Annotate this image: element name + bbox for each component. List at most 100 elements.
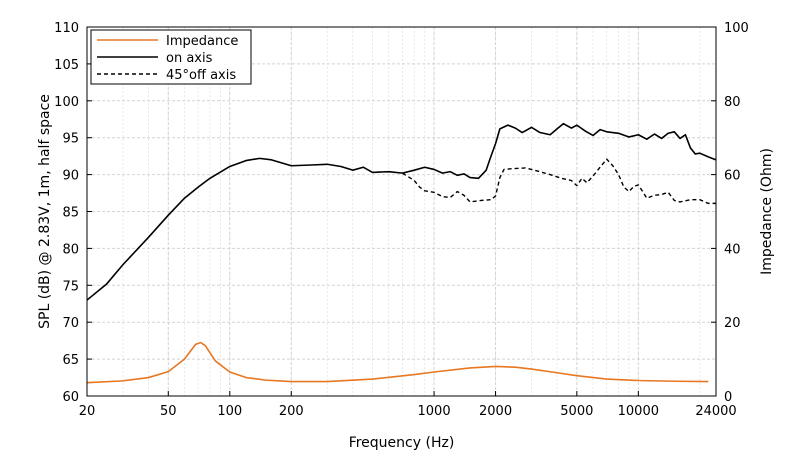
data-point-45-off-axis xyxy=(442,196,443,197)
x-tick-label: 50 xyxy=(160,404,177,419)
data-point-on-axis xyxy=(291,165,292,166)
data-point-45-off-axis xyxy=(654,195,655,196)
data-point-on-axis xyxy=(271,159,272,160)
data-point-on-axis xyxy=(363,167,364,168)
data-point-on-axis xyxy=(372,172,373,173)
data-point-45-off-axis xyxy=(457,191,458,192)
data-point-on-axis xyxy=(556,128,557,129)
data-point-on-axis xyxy=(695,153,696,154)
data-point-impedance xyxy=(495,366,496,367)
data-point-on-axis xyxy=(674,131,675,132)
data-point-on-axis xyxy=(668,133,669,134)
data-point-on-axis xyxy=(606,131,607,132)
data-point-on-axis xyxy=(522,132,523,133)
data-point-on-axis xyxy=(184,198,185,199)
data-point-impedance xyxy=(414,374,415,375)
x-tick-label: 20 xyxy=(79,404,96,419)
data-point-45-off-axis xyxy=(623,187,624,188)
data-point-45-off-axis xyxy=(561,178,562,179)
y-left-tick-label: 80 xyxy=(62,242,79,257)
data-point-on-axis xyxy=(550,134,551,135)
data-point-45-off-axis xyxy=(450,197,451,198)
data-point-on-axis xyxy=(327,164,328,165)
data-point-45-off-axis xyxy=(469,201,470,202)
data-point-45-off-axis xyxy=(550,174,551,175)
data-point-45-off-axis xyxy=(661,194,662,195)
data-point-45-off-axis xyxy=(490,199,491,200)
y-left-tick-label: 105 xyxy=(54,58,79,73)
data-point-on-axis xyxy=(229,166,230,167)
data-point-on-axis xyxy=(122,264,123,265)
data-point-on-axis xyxy=(563,123,564,124)
y-right-tick-label: 0 xyxy=(724,390,732,405)
y-right-tick-label: 80 xyxy=(724,95,741,110)
data-point-on-axis xyxy=(424,167,425,168)
data-point-on-axis xyxy=(414,170,415,171)
data-point-45-off-axis xyxy=(699,199,700,200)
x-axis-title: Frequency (Hz) xyxy=(349,435,455,451)
y-left-tick-label: 70 xyxy=(62,316,79,331)
data-point-impedance xyxy=(291,381,292,382)
data-point-45-off-axis xyxy=(499,177,500,178)
data-point-on-axis xyxy=(661,138,662,139)
data-point-on-axis xyxy=(515,128,516,129)
data-point-45-off-axis xyxy=(537,170,538,171)
data-point-45-off-axis xyxy=(638,184,639,185)
data-point-on-axis xyxy=(245,160,246,161)
data-point-on-axis xyxy=(699,153,700,154)
data-point-45-off-axis xyxy=(581,178,582,179)
x-tick-label: 24000 xyxy=(695,404,736,419)
data-point-45-off-axis xyxy=(708,203,709,204)
data-point-impedance xyxy=(195,344,196,345)
data-point-45-off-axis xyxy=(463,195,464,196)
series-line-on-axis xyxy=(86,122,717,301)
y-left-tick-label: 75 xyxy=(62,279,79,294)
data-point-45-off-axis xyxy=(646,198,647,199)
data-point-on-axis xyxy=(209,178,210,179)
data-point-on-axis xyxy=(531,127,532,128)
data-point-45-off-axis xyxy=(495,195,496,196)
data-point-impedance xyxy=(229,371,230,372)
data-point-impedance xyxy=(372,378,373,379)
data-point-45-off-axis xyxy=(628,191,629,192)
data-point-on-axis xyxy=(442,173,443,174)
legend-label-on-axis: on axis xyxy=(166,51,213,66)
y-left-tick-label: 65 xyxy=(62,353,79,368)
data-point-45-off-axis xyxy=(642,191,643,192)
y-left-tick-label: 60 xyxy=(62,390,79,405)
data-point-on-axis xyxy=(685,134,686,135)
data-point-on-axis xyxy=(495,143,496,144)
data-point-on-axis xyxy=(310,164,311,165)
data-point-45-off-axis xyxy=(433,192,434,193)
series-line-45-off-axis xyxy=(402,158,716,205)
data-point-on-axis xyxy=(450,171,451,172)
data-point-on-axis xyxy=(486,170,487,171)
data-point-on-axis xyxy=(507,125,508,126)
x-tick-label: 10000 xyxy=(618,404,659,419)
data-point-impedance xyxy=(531,368,532,369)
grid xyxy=(86,26,717,397)
data-point-45-off-axis xyxy=(525,167,526,168)
data-point-on-axis xyxy=(539,132,540,133)
y-axis-right-title: Impedance (Ohm) xyxy=(759,148,775,275)
data-point-impedance xyxy=(638,380,639,381)
data-point-impedance xyxy=(200,342,201,343)
data-point-impedance xyxy=(205,345,206,346)
data-point-on-axis xyxy=(352,170,353,171)
data-point-45-off-axis xyxy=(674,200,675,201)
data-point-on-axis xyxy=(433,169,434,170)
data-point-impedance xyxy=(265,380,266,381)
y-right-tick-label: 60 xyxy=(724,169,741,184)
data-point-on-axis xyxy=(388,171,389,172)
data-point-45-off-axis xyxy=(618,174,619,175)
data-point-impedance xyxy=(245,377,246,378)
data-point-on-axis xyxy=(259,158,260,159)
data-point-impedance xyxy=(433,371,434,372)
data-point-on-axis xyxy=(106,283,107,284)
data-point-impedance xyxy=(148,377,149,378)
data-point-on-axis xyxy=(690,147,691,148)
data-point-impedance xyxy=(184,359,185,360)
data-point-on-axis xyxy=(457,175,458,176)
data-point-45-off-axis xyxy=(481,200,482,201)
